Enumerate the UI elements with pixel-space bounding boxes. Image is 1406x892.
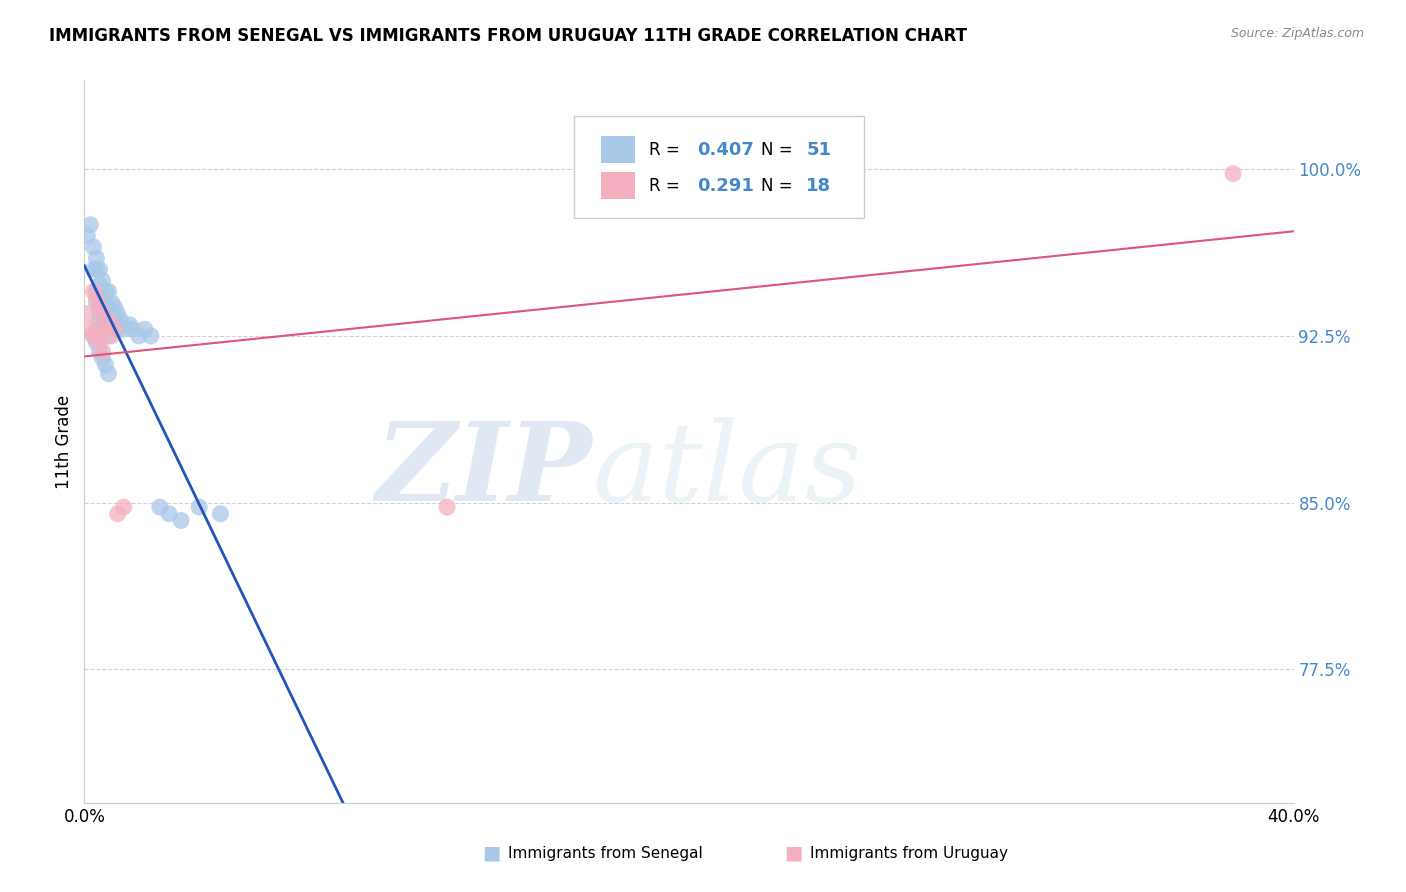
Point <box>86 291 108 305</box>
Point <box>89 307 111 321</box>
Point <box>104 300 127 314</box>
Text: 0.291: 0.291 <box>697 177 754 194</box>
FancyBboxPatch shape <box>600 136 634 163</box>
Text: Immigrants from Uruguay: Immigrants from Uruguay <box>810 846 1008 861</box>
Point <box>100 295 122 310</box>
Point <box>104 322 127 336</box>
Point <box>97 313 120 327</box>
Point <box>89 335 111 350</box>
Text: IMMIGRANTS FROM SENEGAL VS IMMIGRANTS FROM URUGUAY 11TH GRADE CORRELATION CHART: IMMIGRANTS FROM SENEGAL VS IMMIGRANTS FR… <box>49 27 967 45</box>
Text: Immigrants from Senegal: Immigrants from Senegal <box>508 846 703 861</box>
Point <box>86 262 108 277</box>
Point <box>100 307 122 321</box>
Point <box>436 500 458 515</box>
Point <box>89 329 111 343</box>
Point <box>86 295 108 310</box>
Point <box>94 285 117 299</box>
Point <box>89 277 111 292</box>
Point <box>91 351 114 366</box>
Point <box>91 273 114 287</box>
Point <box>97 313 120 327</box>
Point <box>97 300 120 314</box>
Text: ■: ■ <box>482 844 508 863</box>
Point <box>97 285 120 299</box>
Point <box>94 322 117 336</box>
Point <box>94 300 117 314</box>
Point <box>107 507 129 521</box>
Point <box>97 329 120 343</box>
Point <box>86 322 108 336</box>
Y-axis label: 11th Grade: 11th Grade <box>55 394 73 489</box>
Text: atlas: atlas <box>592 417 862 524</box>
Point <box>128 329 150 343</box>
Point <box>112 322 135 336</box>
Point <box>79 322 101 336</box>
Point <box>209 507 232 521</box>
Point <box>170 513 193 527</box>
Point <box>82 329 104 343</box>
Point <box>76 228 98 243</box>
Point <box>94 358 117 372</box>
Text: ■: ■ <box>785 844 810 863</box>
Point <box>110 313 132 327</box>
Point <box>121 322 143 336</box>
Point <box>134 322 156 336</box>
Point <box>89 262 111 277</box>
Point <box>86 335 108 350</box>
Point <box>89 344 111 359</box>
Point <box>188 500 211 515</box>
Point <box>107 307 129 321</box>
Point <box>100 329 122 343</box>
Point <box>157 507 180 521</box>
Point <box>91 307 114 321</box>
Point <box>97 367 120 381</box>
Text: 18: 18 <box>806 177 831 194</box>
Point <box>104 322 127 336</box>
Text: 0.407: 0.407 <box>697 141 754 159</box>
Point <box>91 307 114 321</box>
Text: R =: R = <box>650 141 685 159</box>
FancyBboxPatch shape <box>574 117 865 218</box>
Point <box>91 344 114 359</box>
Point <box>76 307 98 321</box>
Point <box>89 322 111 336</box>
Point <box>104 313 127 327</box>
Point <box>82 329 104 343</box>
Text: Source: ZipAtlas.com: Source: ZipAtlas.com <box>1230 27 1364 40</box>
Point <box>86 285 108 299</box>
Point <box>91 291 114 305</box>
Point <box>1222 167 1244 181</box>
Text: R =: R = <box>650 177 685 194</box>
Point <box>107 322 129 336</box>
Point <box>94 313 117 327</box>
Point <box>112 500 135 515</box>
Point <box>139 329 162 343</box>
Text: N =: N = <box>762 177 799 194</box>
Point <box>89 300 111 314</box>
Point <box>82 240 104 254</box>
Point <box>89 291 111 305</box>
Text: 51: 51 <box>806 141 831 159</box>
Point <box>82 262 104 277</box>
Point <box>89 313 111 327</box>
Text: N =: N = <box>762 141 799 159</box>
Text: ZIP: ZIP <box>375 417 592 524</box>
Point <box>149 500 172 515</box>
FancyBboxPatch shape <box>600 172 634 200</box>
Point <box>82 285 104 299</box>
Point <box>86 251 108 265</box>
Point <box>89 300 111 314</box>
Point <box>118 318 141 332</box>
Point <box>79 218 101 232</box>
